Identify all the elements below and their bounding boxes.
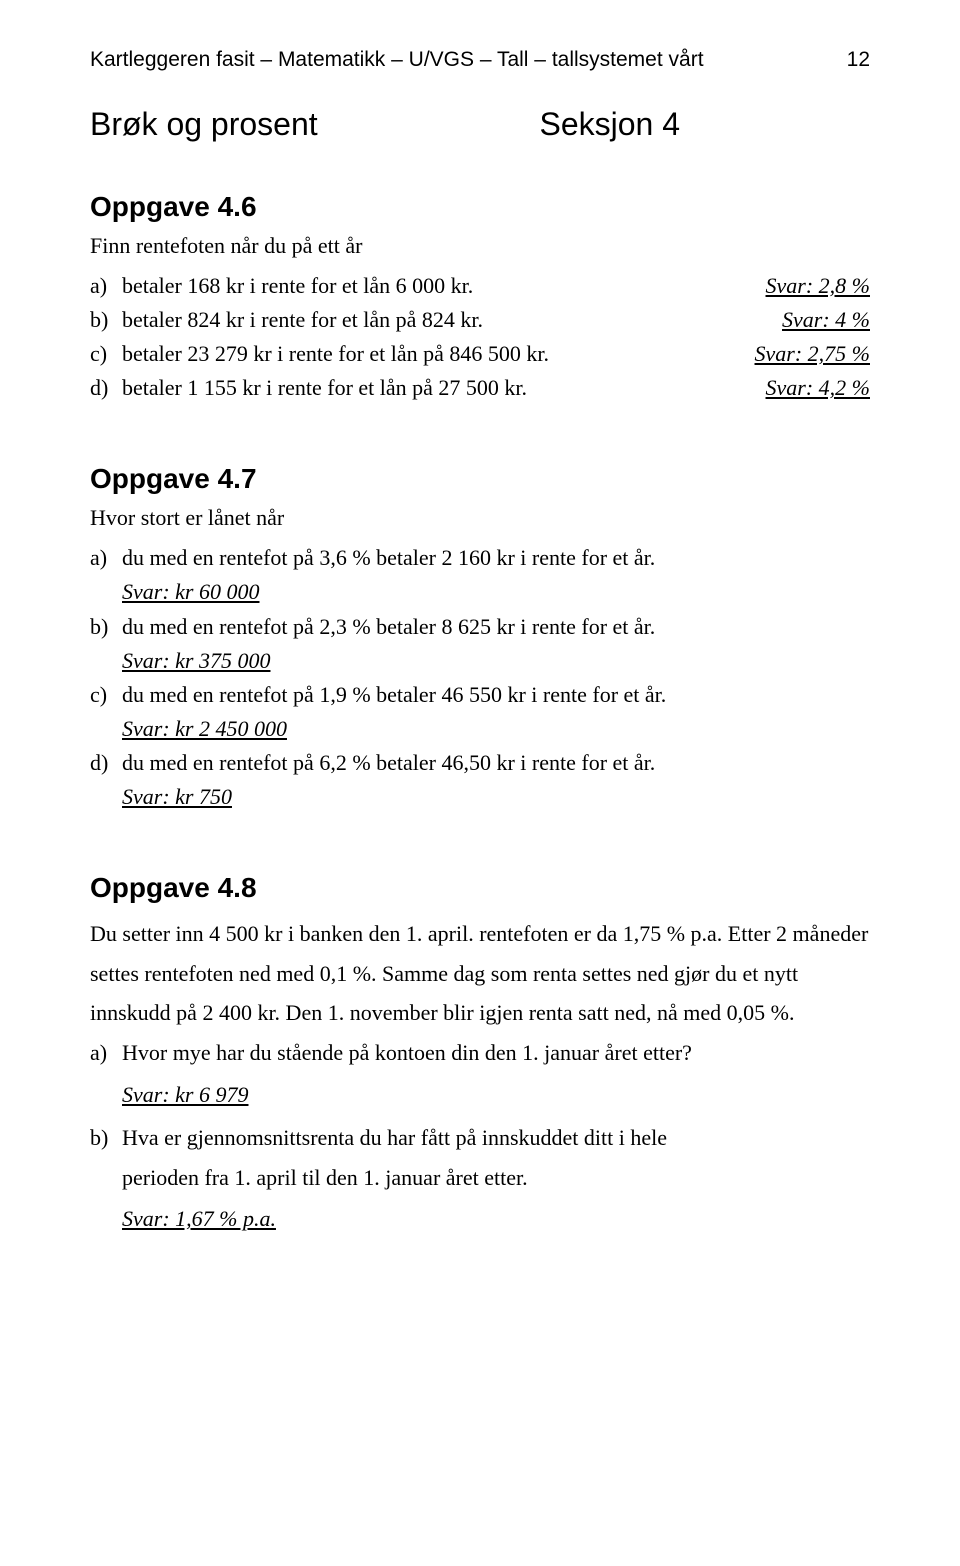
item-label: b) [90,1118,122,1197]
oppgave-4-7-item-b: b) du med en rentefot på 2,3 % betaler 8… [90,610,870,678]
oppgave-4-8-paragraph: Du setter inn 4 500 kr i banken den 1. a… [90,914,870,1033]
oppgave-4-6-item-d: d) betaler 1 155 kr i rente for et lån p… [90,371,870,405]
page: Kartleggeren fasit – Matematikk – U/VGS … [0,0,960,1566]
item-answer: Svar: kr 2 450 000 [122,716,287,741]
oppgave-4-8-answer-b: Svar: 1,67 % p.a. [122,1199,870,1239]
item-text: du med en rentefot på 3,6 % betaler 2 16… [122,545,655,570]
page-number: 12 [847,48,870,72]
oppgave-4-6-item-c: c) betaler 23 279 kr i rente for et lån … [90,337,870,371]
item-text: betaler 168 kr i rente for et lån 6 000 … [122,269,742,303]
item-answer: Svar: kr 750 [122,784,232,809]
header-left: Kartleggeren fasit – Matematikk – U/VGS … [90,48,704,72]
item-label: d) [90,746,122,814]
section-title-right: Seksjon 4 [539,106,680,143]
item-label: d) [90,371,122,405]
oppgave-4-6-item-b: b) betaler 824 kr i rente for et lån på … [90,303,870,337]
oppgave-4-8: Oppgave 4.8 Du setter inn 4 500 kr i ban… [90,872,870,1239]
oppgave-4-6-intro: Finn rentefoten når du på ett år [90,233,870,259]
oppgave-4-7-title: Oppgave 4.7 [90,463,870,495]
item-text: du med en rentefot på 1,9 % betaler 46 5… [122,682,666,707]
section-title-left: Brøk og prosent [90,106,318,143]
item-answer: Svar: 4 % [782,303,870,337]
item-label: b) [90,610,122,678]
section-title-row: Brøk og prosent Seksjon 4 [90,106,870,143]
oppgave-4-7: Oppgave 4.7 Hvor stort er lånet når a) d… [90,463,870,814]
item-label: c) [90,678,122,746]
page-header: Kartleggeren fasit – Matematikk – U/VGS … [90,48,870,72]
item-text: betaler 824 kr i rente for et lån på 824… [122,303,758,337]
oppgave-4-6-item-a: a) betaler 168 kr i rente for et lån 6 0… [90,269,870,303]
item-label: b) [90,303,122,337]
item-text-line2: perioden fra 1. april til den 1. januar … [122,1165,528,1190]
oppgave-4-7-intro: Hvor stort er lånet når [90,505,870,531]
item-label: a) [90,541,122,609]
item-answer: Svar: 4,2 % [766,371,870,405]
item-label: a) [90,1033,122,1073]
oppgave-4-7-item-d: d) du med en rentefot på 6,2 % betaler 4… [90,746,870,814]
item-text: Hvor mye har du stående på kontoen din d… [122,1033,870,1073]
oppgave-4-8-question-a: a) Hvor mye har du stående på kontoen di… [90,1033,870,1073]
item-label: a) [90,269,122,303]
oppgave-4-8-question-b: b) Hva er gjennomsnittsrenta du har fått… [90,1118,870,1197]
oppgave-4-6-title: Oppgave 4.6 [90,191,870,223]
oppgave-4-8-answer-a: Svar: kr 6 979 [122,1075,870,1115]
item-text: betaler 1 155 kr i rente for et lån på 2… [122,371,742,405]
item-answer: Svar: 2,8 % [766,269,870,303]
oppgave-4-8-title: Oppgave 4.8 [90,872,870,904]
item-answer: Svar: kr 60 000 [122,579,259,604]
item-text: betaler 23 279 kr i rente for et lån på … [122,337,731,371]
item-answer: Svar: kr 375 000 [122,648,270,673]
oppgave-4-7-item-c: c) du med en rentefot på 1,9 % betaler 4… [90,678,870,746]
item-text-line1: Hva er gjennomsnittsrenta du har fått på… [122,1125,667,1150]
item-text: du med en rentefot på 2,3 % betaler 8 62… [122,614,655,639]
item-label: c) [90,337,122,371]
oppgave-4-7-item-a: a) du med en rentefot på 3,6 % betaler 2… [90,541,870,609]
item-text: du med en rentefot på 6,2 % betaler 46,5… [122,750,655,775]
item-answer: Svar: 2,75 % [755,337,870,371]
oppgave-4-6: Oppgave 4.6 Finn rentefoten når du på et… [90,191,870,405]
